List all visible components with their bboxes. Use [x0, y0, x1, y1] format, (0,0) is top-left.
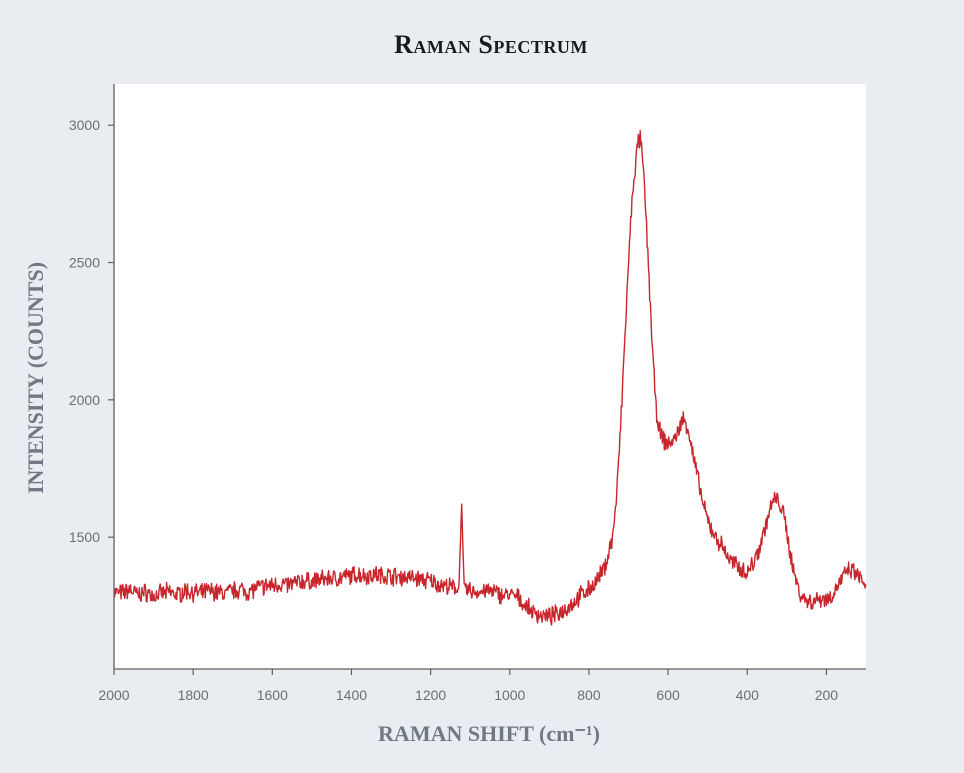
- y-tick-label: 2000: [69, 392, 100, 408]
- chart-title: Raman Spectrum: [394, 30, 588, 59]
- x-tick-label: 800: [577, 687, 601, 703]
- y-axis-ticks: 1500 2000 2500 3000: [69, 117, 114, 545]
- y-tick-label: 2500: [69, 255, 100, 271]
- y-tick-label: 1500: [69, 529, 100, 545]
- y-axis-label: INTENSITY (COUNTS): [23, 262, 48, 494]
- x-tick-label: 600: [656, 687, 680, 703]
- spectrum-line: [113, 130, 867, 626]
- x-tick-label: 2000: [98, 687, 129, 703]
- x-tick-label: 1600: [257, 687, 288, 703]
- x-tick-label: 1200: [415, 687, 446, 703]
- x-tick-label: 200: [815, 687, 839, 703]
- plot-area: [114, 84, 866, 669]
- x-tick-label: 1400: [336, 687, 367, 703]
- x-axis-ticks: 2000 1800 1600 1400 1200 1000 800 600 400 200: [98, 669, 838, 703]
- x-tick-label: 400: [736, 687, 760, 703]
- y-tick-label: 3000: [69, 117, 100, 133]
- x-axis-label: RAMAN SHIFT (cm⁻¹): [378, 721, 600, 746]
- x-tick-label: 1800: [178, 687, 209, 703]
- x-tick-label: 1000: [494, 687, 525, 703]
